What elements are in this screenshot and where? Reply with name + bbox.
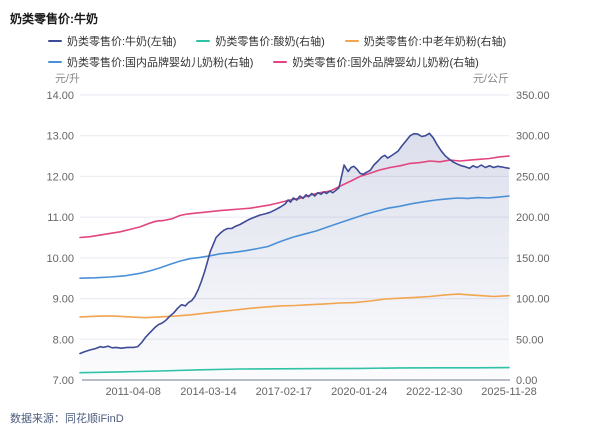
- x-tick-label: 2025-11-28: [481, 386, 536, 398]
- legend-label: 奶类零售价:酸奶(右轴): [215, 36, 325, 48]
- legend-label: 奶类零售价:国外品牌婴幼儿奶粉(右轴): [292, 57, 479, 69]
- legend-item-foreign_infant_powder[interactable]: 奶类零售价:国外品牌婴幼儿奶粉(右轴): [273, 54, 479, 70]
- legend-line-marker: [48, 61, 62, 63]
- right-axis-unit: 元/公斤: [473, 72, 509, 85]
- legend-item-domestic_infant_powder[interactable]: 奶类零售价:国内品牌婴幼儿奶粉(右轴): [48, 54, 253, 70]
- series-line-milk[interactable]: [79, 132, 510, 355]
- legend-line-marker: [344, 40, 359, 42]
- y-right-tick-label: 150.00: [516, 253, 550, 265]
- x-tick-label: 2014-03-14: [180, 386, 236, 398]
- x-tick-label: 2020-01-24: [331, 386, 387, 398]
- x-tick-label: 2017-02-17: [256, 386, 312, 398]
- legend-line-marker: [48, 40, 62, 42]
- legend-label: 奶类零售价:牛奶(左轴): [67, 36, 177, 48]
- y-right-tick-label: 100.00: [516, 294, 550, 306]
- y-left-tick-label: 12.00: [46, 171, 74, 183]
- y-right-tick-label: 0.00: [516, 375, 537, 387]
- series-line-middle_aged_powder[interactable]: [79, 293, 510, 319]
- x-tick-label: 2022-12-30: [406, 386, 462, 398]
- series-line-foreign_infant_powder[interactable]: [79, 155, 510, 239]
- legend-item-milk[interactable]: 奶类零售价:牛奶(左轴): [48, 33, 176, 49]
- y-left-tick-label: 9.00: [53, 294, 74, 306]
- data-source: 数据来源：同花顺iFinD: [10, 413, 124, 425]
- left-axis-unit: 元/升: [55, 72, 80, 85]
- legend-line-marker: [273, 61, 288, 63]
- y-left-tick-label: 7.00: [53, 375, 74, 387]
- milk-area-fill: [80, 133, 509, 380]
- y-right-tick-label: 300.00: [516, 131, 550, 143]
- y-right-tick-label: 250.00: [516, 171, 550, 183]
- x-tick-label: 2011-04-08: [105, 386, 160, 398]
- y-left-tick-label: 8.00: [53, 334, 74, 346]
- series-line-domestic_infant_powder[interactable]: [79, 195, 510, 280]
- y-left-tick-label: 11.00: [47, 212, 74, 224]
- legend-item-middle_aged_powder[interactable]: 奶类零售价:中老年奶粉(右轴): [344, 33, 507, 49]
- series-line-yogurt[interactable]: [79, 366, 510, 374]
- y-right-tick-label: 200.00: [516, 212, 550, 224]
- chart-title: 奶类零售价:牛奶: [10, 12, 98, 26]
- y-left-tick-label: 13.00: [46, 131, 74, 143]
- legend-item-yogurt[interactable]: 奶类零售价:酸奶(右轴): [196, 33, 325, 49]
- y-left-tick-label: 10.00: [46, 253, 74, 265]
- y-right-tick-label: 350.00: [516, 90, 550, 102]
- y-left-tick-label: 14.00: [46, 90, 74, 102]
- legend-label: 奶类零售价:中老年奶粉(右轴): [363, 36, 507, 48]
- legend-line-marker: [196, 40, 211, 42]
- legend: 奶类零售价:牛奶(左轴) 奶类零售价:酸奶(右轴) 奶类零售价:中老年奶粉(右轴) 奶…: [48, 33, 558, 70]
- legend-label: 奶类零售价:国内品牌婴幼儿奶粉(右轴): [67, 57, 254, 69]
- y-right-tick-label: 50.00: [516, 334, 544, 346]
